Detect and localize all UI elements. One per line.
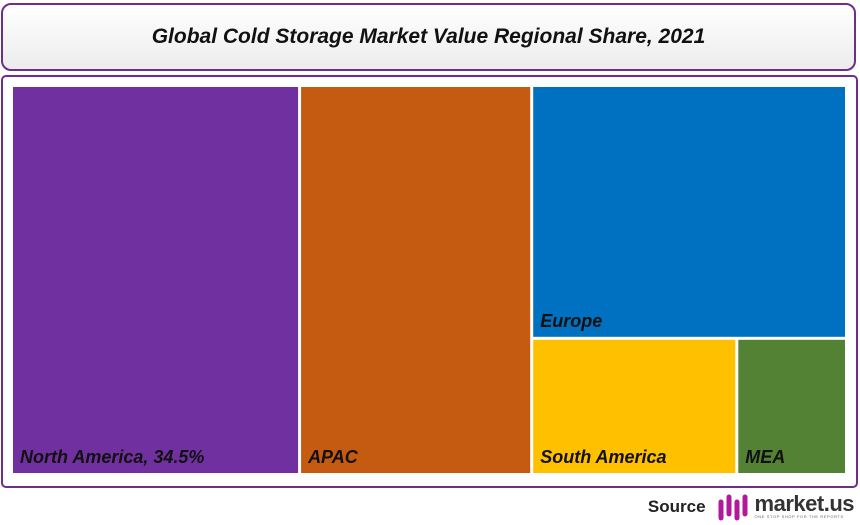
tile-label-apac: APAC <box>307 447 359 467</box>
tile-south-america <box>533 339 736 473</box>
source-label: Source <box>647 497 706 516</box>
tile-apac <box>301 87 531 473</box>
treemap-frame: North America, 34.5% APAC Europe South Amer… <box>1 75 858 488</box>
tile-label-south-america: South America <box>540 447 666 467</box>
tile-label-europe: Europe <box>540 311 602 331</box>
tile-label-mea: MEA <box>745 447 785 467</box>
tile-north-america <box>13 87 299 473</box>
chart-title-box: Global Cold Storage Market Value Regiona… <box>1 3 856 71</box>
treemap-chart: North America, 34.5% APAC Europe South Amer… <box>13 87 845 473</box>
tile-mea <box>738 339 845 473</box>
source-footer: Source market.us ONE STOP SHOP FOR THE R… <box>647 491 855 522</box>
market-us-logo-icon <box>718 494 748 521</box>
tile-label-north-america: North America, 34.5% <box>20 447 204 467</box>
chart-title: Global Cold Storage Market Value Regiona… <box>151 25 706 48</box>
brand-name: market.us <box>754 491 855 516</box>
brand-block: market.us ONE STOP SHOP FOR THE REPORTS <box>754 491 855 520</box>
brand-tagline: ONE STOP SHOP FOR THE REPORTS <box>754 514 844 519</box>
tile-europe <box>533 87 845 337</box>
